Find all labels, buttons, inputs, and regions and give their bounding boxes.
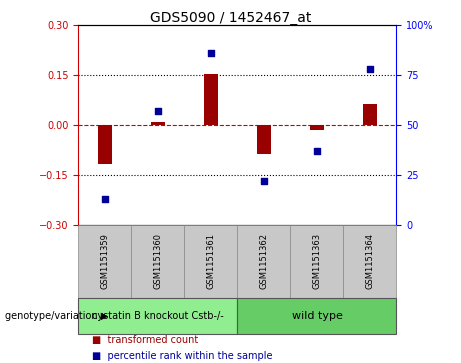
Bar — [204, 74, 218, 125]
Text: GSM1151362: GSM1151362 — [260, 233, 268, 289]
Bar — [257, 125, 271, 154]
Text: ■  transformed count: ■ transformed count — [92, 335, 198, 345]
Text: GSM1151363: GSM1151363 — [313, 233, 321, 289]
Text: GSM1151364: GSM1151364 — [366, 233, 374, 289]
Point — [366, 66, 373, 72]
Text: GSM1151360: GSM1151360 — [154, 233, 162, 289]
Bar — [151, 122, 165, 125]
Point — [260, 178, 267, 184]
Text: cystatin B knockout Cstb-/-: cystatin B knockout Cstb-/- — [92, 311, 224, 321]
Bar — [310, 125, 324, 130]
Point — [154, 108, 162, 114]
Text: genotype/variation ▶: genotype/variation ▶ — [5, 311, 108, 321]
Point — [207, 50, 214, 56]
Text: wild type: wild type — [291, 311, 343, 321]
Text: GDS5090 / 1452467_at: GDS5090 / 1452467_at — [150, 11, 311, 25]
Point — [313, 148, 320, 154]
Text: ■  percentile rank within the sample: ■ percentile rank within the sample — [92, 351, 273, 361]
Point — [101, 196, 109, 202]
Bar — [98, 125, 112, 163]
Text: GSM1151359: GSM1151359 — [100, 233, 109, 289]
Text: GSM1151361: GSM1151361 — [207, 233, 215, 289]
Bar — [363, 103, 377, 125]
